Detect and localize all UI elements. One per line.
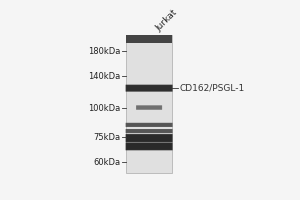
FancyBboxPatch shape xyxy=(126,123,172,127)
Text: 140kDa: 140kDa xyxy=(88,72,120,81)
Text: 180kDa: 180kDa xyxy=(88,47,120,56)
FancyBboxPatch shape xyxy=(137,106,161,109)
Text: Jurkat: Jurkat xyxy=(154,8,179,33)
FancyBboxPatch shape xyxy=(126,85,172,91)
Text: 75kDa: 75kDa xyxy=(93,133,120,142)
FancyBboxPatch shape xyxy=(127,130,171,133)
FancyBboxPatch shape xyxy=(136,105,162,110)
FancyBboxPatch shape xyxy=(127,123,171,126)
Text: 100kDa: 100kDa xyxy=(88,104,120,113)
FancyBboxPatch shape xyxy=(127,135,171,141)
Text: CD162/PSGL-1: CD162/PSGL-1 xyxy=(179,84,244,93)
Bar xyxy=(126,35,172,43)
FancyBboxPatch shape xyxy=(126,123,172,127)
FancyBboxPatch shape xyxy=(127,144,171,149)
FancyBboxPatch shape xyxy=(126,129,172,133)
FancyBboxPatch shape xyxy=(126,142,172,150)
Bar xyxy=(126,35,172,173)
FancyBboxPatch shape xyxy=(126,134,172,142)
FancyBboxPatch shape xyxy=(127,86,171,91)
FancyBboxPatch shape xyxy=(126,135,172,141)
Text: 60kDa: 60kDa xyxy=(93,158,120,167)
FancyBboxPatch shape xyxy=(136,106,162,109)
FancyBboxPatch shape xyxy=(126,85,172,92)
FancyBboxPatch shape xyxy=(126,143,172,150)
FancyBboxPatch shape xyxy=(126,129,172,133)
